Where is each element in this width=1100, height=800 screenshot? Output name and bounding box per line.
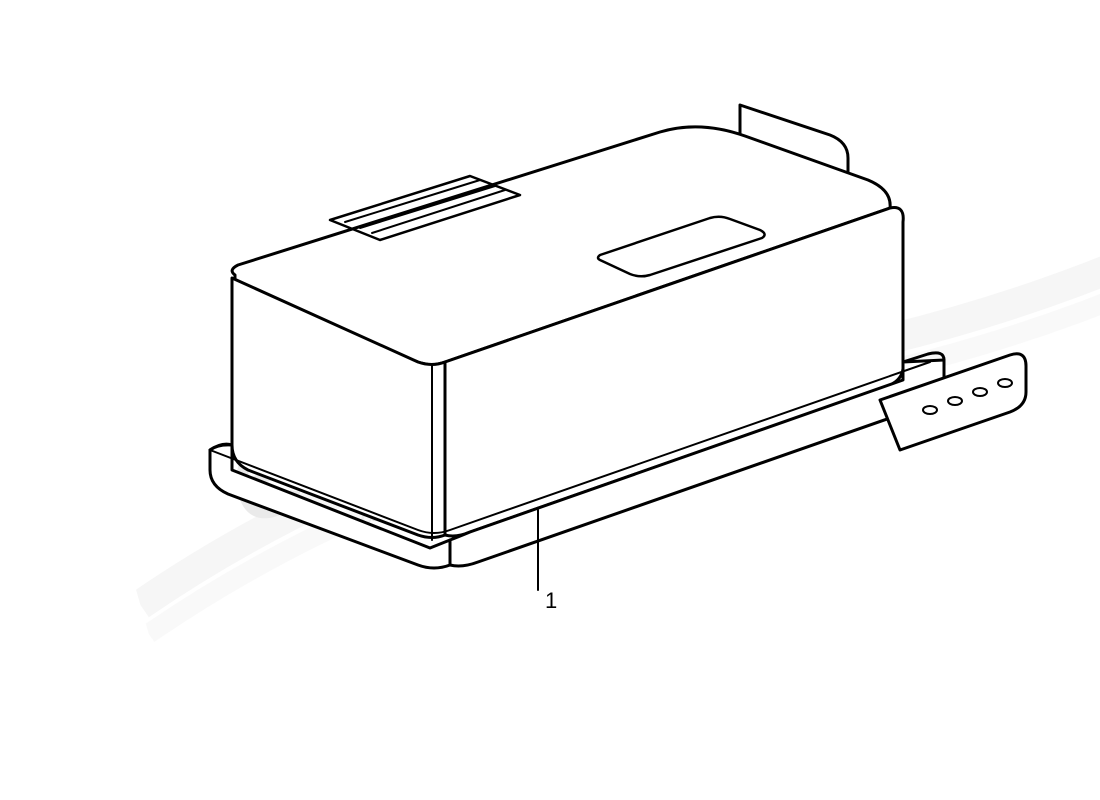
part-drawing (0, 0, 1100, 800)
callout-1: 1 (545, 588, 557, 614)
diagram-canvas: eurospares a passion for parts since 198… (0, 0, 1100, 800)
